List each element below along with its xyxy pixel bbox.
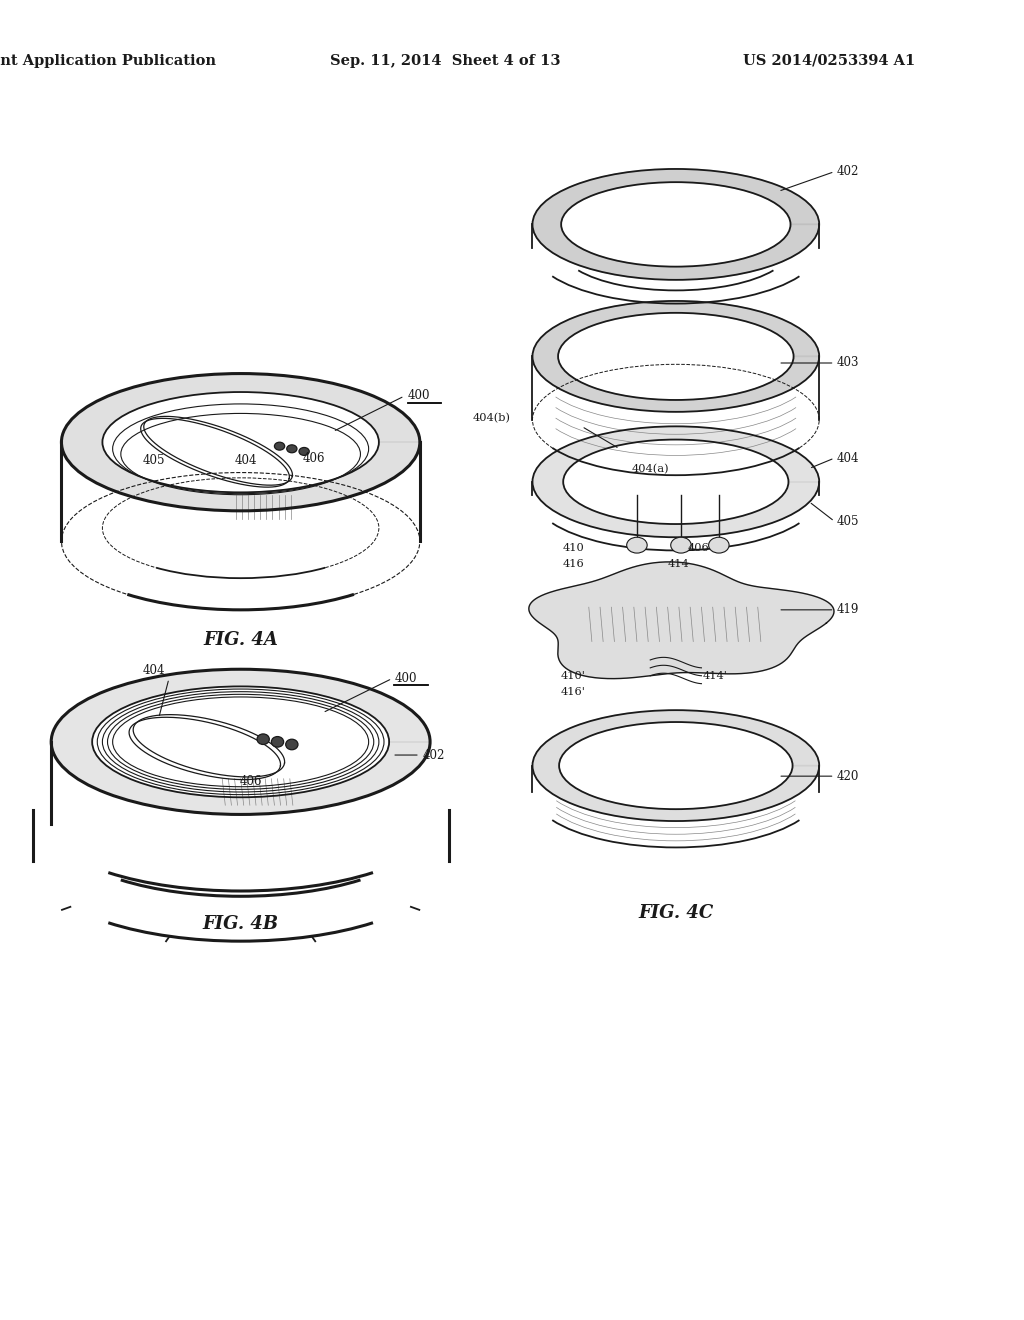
Text: 414: 414 — [668, 558, 690, 569]
Text: FIG. 4B: FIG. 4B — [203, 915, 279, 933]
Text: 403: 403 — [837, 356, 859, 370]
Text: 404(a): 404(a) — [632, 463, 669, 474]
Text: 402: 402 — [837, 165, 859, 178]
Text: 416': 416' — [561, 686, 586, 697]
Ellipse shape — [286, 739, 298, 750]
Text: 404: 404 — [234, 454, 257, 467]
Polygon shape — [532, 426, 819, 537]
Polygon shape — [532, 169, 819, 280]
Text: 402: 402 — [423, 748, 445, 762]
Ellipse shape — [627, 537, 647, 553]
Text: 406: 406 — [240, 775, 262, 788]
Text: 414': 414' — [702, 671, 727, 681]
Text: US 2014/0253394 A1: US 2014/0253394 A1 — [743, 54, 915, 67]
Text: 405: 405 — [142, 454, 165, 467]
Polygon shape — [532, 710, 819, 821]
Ellipse shape — [274, 442, 285, 450]
Text: Patent Application Publication: Patent Application Publication — [0, 54, 216, 67]
Ellipse shape — [257, 734, 269, 744]
Text: 410': 410' — [561, 671, 586, 681]
Ellipse shape — [271, 737, 284, 747]
Text: 405: 405 — [837, 515, 859, 528]
Text: 400: 400 — [394, 672, 417, 685]
Text: 404: 404 — [142, 664, 165, 677]
Text: 416: 416 — [562, 558, 585, 569]
Polygon shape — [528, 562, 834, 678]
Text: FIG. 4C: FIG. 4C — [638, 904, 714, 923]
Ellipse shape — [671, 537, 691, 553]
Text: 410: 410 — [562, 543, 585, 553]
Text: 400: 400 — [408, 389, 430, 403]
Text: 406: 406 — [687, 543, 710, 553]
Text: 404(b): 404(b) — [473, 413, 511, 424]
Ellipse shape — [299, 447, 309, 455]
Text: Sep. 11, 2014  Sheet 4 of 13: Sep. 11, 2014 Sheet 4 of 13 — [330, 54, 561, 67]
Text: FIG. 4A: FIG. 4A — [203, 631, 279, 649]
Text: 406: 406 — [303, 451, 326, 465]
Polygon shape — [532, 301, 819, 412]
Text: 419: 419 — [837, 603, 859, 616]
Polygon shape — [51, 669, 430, 814]
Ellipse shape — [287, 445, 297, 453]
Polygon shape — [61, 374, 420, 511]
Ellipse shape — [709, 537, 729, 553]
Text: 420: 420 — [837, 770, 859, 783]
Text: 404: 404 — [837, 451, 859, 465]
